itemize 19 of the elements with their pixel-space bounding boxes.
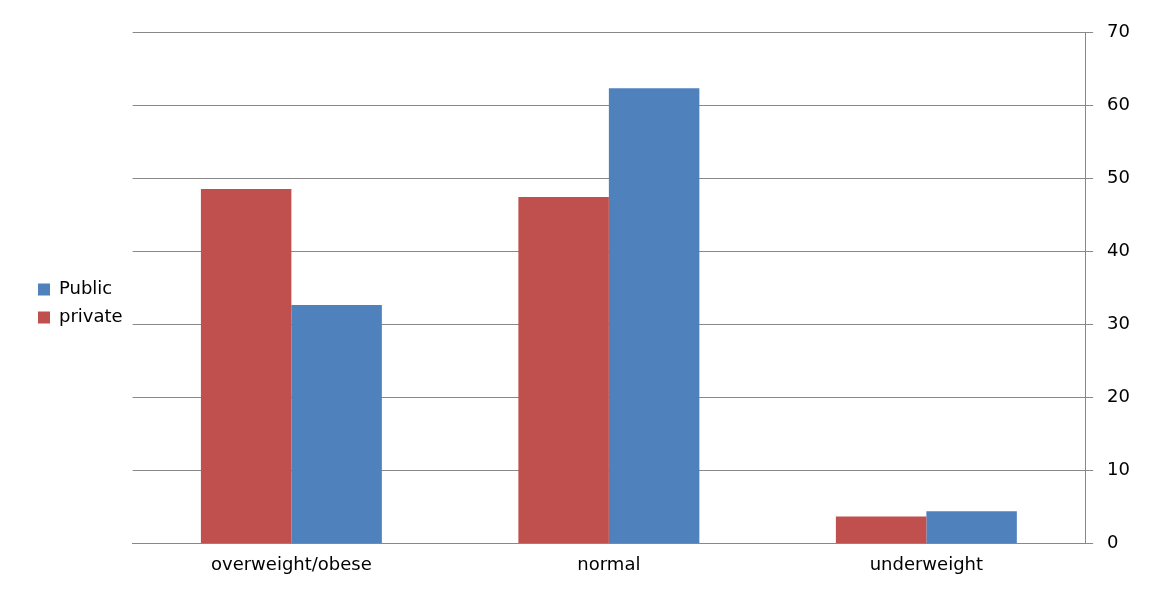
y-tick-label: 0 (1107, 531, 1119, 553)
y-tick-label: 60 (1107, 93, 1130, 115)
y-tick-label: 10 (1107, 458, 1130, 480)
x-tick-label: underweight (869, 552, 984, 574)
legend-label: private (59, 305, 123, 327)
x-tick-label: overweight/obese (210, 552, 372, 574)
y-tick-label: 40 (1107, 239, 1130, 261)
y-tick-label: 30 (1107, 312, 1130, 334)
x-tick-label: normal (577, 552, 641, 574)
bar (200, 188, 292, 543)
bar (608, 88, 700, 543)
y-tick-label: 50 (1107, 166, 1130, 188)
legend-label: Public (59, 277, 113, 299)
bar (291, 304, 382, 543)
bar (926, 511, 1017, 543)
y-tick-label: 20 (1107, 385, 1130, 407)
bar (518, 196, 609, 543)
bar (835, 516, 927, 543)
y-tick-label: 70 (1107, 20, 1130, 42)
